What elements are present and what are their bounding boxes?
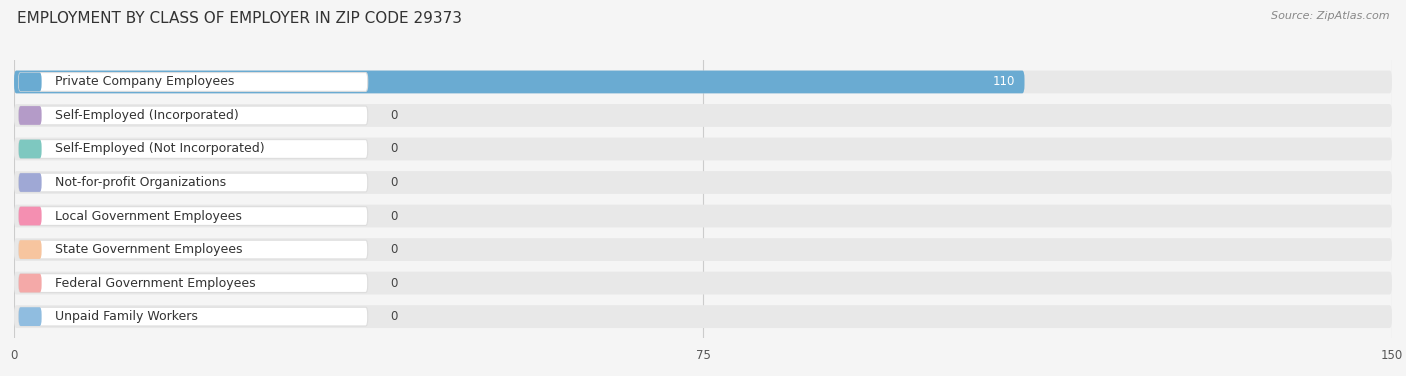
FancyBboxPatch shape	[14, 205, 1392, 227]
FancyBboxPatch shape	[18, 207, 368, 226]
FancyBboxPatch shape	[14, 272, 1392, 294]
Text: 0: 0	[391, 209, 398, 223]
FancyBboxPatch shape	[18, 73, 368, 91]
Text: Private Company Employees: Private Company Employees	[55, 76, 235, 88]
FancyBboxPatch shape	[18, 139, 368, 158]
FancyBboxPatch shape	[14, 71, 1392, 93]
Text: 0: 0	[391, 143, 398, 156]
FancyBboxPatch shape	[14, 305, 1392, 328]
Text: 0: 0	[391, 277, 398, 290]
Text: Federal Government Employees: Federal Government Employees	[55, 277, 256, 290]
FancyBboxPatch shape	[18, 106, 368, 125]
FancyBboxPatch shape	[18, 139, 42, 158]
Text: Unpaid Family Workers: Unpaid Family Workers	[55, 310, 198, 323]
FancyBboxPatch shape	[18, 173, 368, 192]
FancyBboxPatch shape	[18, 307, 42, 326]
FancyBboxPatch shape	[18, 173, 42, 192]
Text: 0: 0	[391, 176, 398, 189]
FancyBboxPatch shape	[18, 73, 42, 91]
FancyBboxPatch shape	[14, 104, 1392, 127]
Text: 0: 0	[391, 109, 398, 122]
FancyBboxPatch shape	[14, 71, 1025, 93]
FancyBboxPatch shape	[18, 240, 368, 259]
FancyBboxPatch shape	[14, 238, 1392, 261]
Text: EMPLOYMENT BY CLASS OF EMPLOYER IN ZIP CODE 29373: EMPLOYMENT BY CLASS OF EMPLOYER IN ZIP C…	[17, 11, 463, 26]
Text: 0: 0	[391, 310, 398, 323]
FancyBboxPatch shape	[18, 207, 42, 226]
Text: Self-Employed (Incorporated): Self-Employed (Incorporated)	[55, 109, 239, 122]
FancyBboxPatch shape	[18, 274, 42, 293]
Text: Local Government Employees: Local Government Employees	[55, 209, 242, 223]
FancyBboxPatch shape	[18, 240, 42, 259]
FancyBboxPatch shape	[14, 171, 1392, 194]
FancyBboxPatch shape	[18, 307, 368, 326]
Text: 110: 110	[993, 76, 1015, 88]
Text: Not-for-profit Organizations: Not-for-profit Organizations	[55, 176, 226, 189]
Text: 0: 0	[391, 243, 398, 256]
Text: Source: ZipAtlas.com: Source: ZipAtlas.com	[1271, 11, 1389, 21]
FancyBboxPatch shape	[18, 106, 42, 125]
Text: State Government Employees: State Government Employees	[55, 243, 243, 256]
FancyBboxPatch shape	[18, 274, 368, 293]
FancyBboxPatch shape	[14, 138, 1392, 161]
Text: Self-Employed (Not Incorporated): Self-Employed (Not Incorporated)	[55, 143, 264, 156]
